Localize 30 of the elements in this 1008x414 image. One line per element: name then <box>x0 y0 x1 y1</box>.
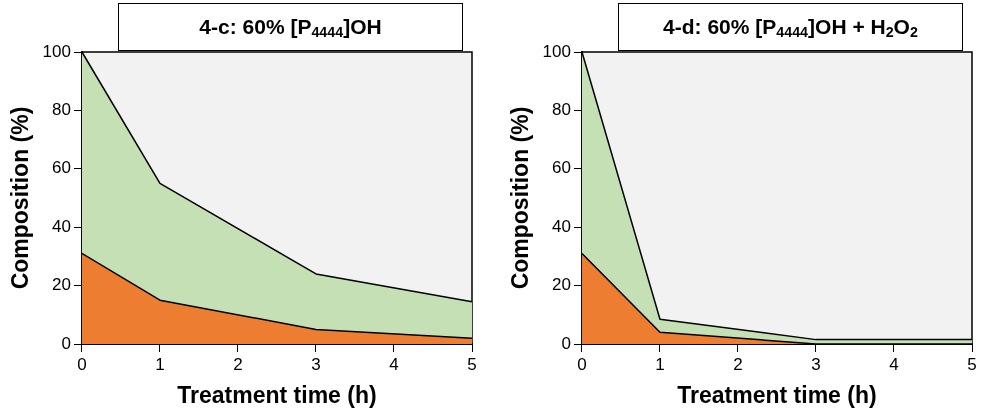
y-tick-label: 20 <box>52 275 71 295</box>
x-tick-label: 3 <box>811 354 821 374</box>
y-tick-label: 20 <box>552 275 571 295</box>
y-tick-label: 60 <box>52 158 71 178</box>
x-axis-title: Treatment time (h) <box>677 381 877 408</box>
x-axis-title: Treatment time (h) <box>177 381 377 408</box>
y-tick-label: 80 <box>552 100 571 120</box>
y-tick-label: 60 <box>552 158 571 178</box>
x-tick-label: 4 <box>889 354 899 374</box>
x-tick-label: 1 <box>155 354 165 374</box>
x-tick-label: 2 <box>233 354 243 374</box>
y-tick-label: 40 <box>52 216 71 236</box>
title-box: 4-d: 60% [P$_{4444}$]OH + H$_{2}$O$_{2}$ <box>618 3 963 51</box>
y-tick-label: 40 <box>552 216 571 236</box>
x-tick-label: 3 <box>311 354 321 374</box>
x-tick-label: 0 <box>77 354 87 374</box>
x-tick-label: 5 <box>967 354 977 374</box>
x-tick-label: 0 <box>577 354 587 374</box>
y-tick-label: 100 <box>542 41 571 61</box>
x-tick-label: 4 <box>389 354 399 374</box>
x-tick-label: 1 <box>655 354 665 374</box>
title-box: 4-c: 60% [P$_{4444}$]OH <box>118 3 463 51</box>
y-tick-label: 0 <box>61 333 71 353</box>
x-tick-label: 5 <box>467 354 477 374</box>
y-tick-label: 100 <box>42 41 71 61</box>
y-tick-label: 80 <box>52 100 71 120</box>
x-tick-label: 2 <box>733 354 743 374</box>
y-axis-title: Composition (%) <box>507 106 534 290</box>
y-tick-label: 0 <box>561 333 571 353</box>
y-axis-title: Composition (%) <box>7 106 34 290</box>
